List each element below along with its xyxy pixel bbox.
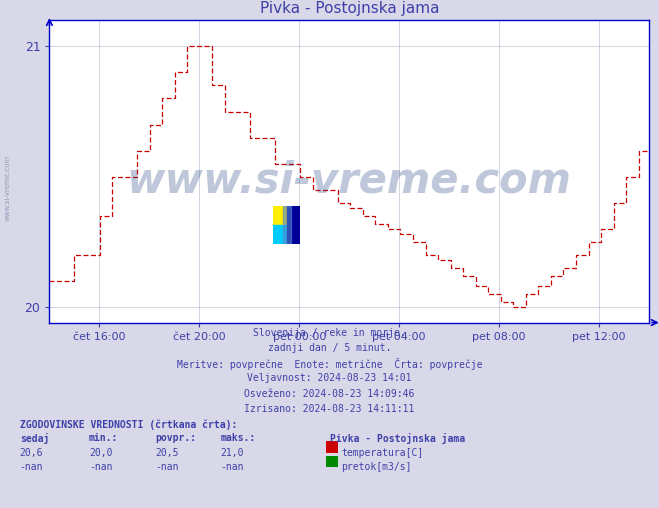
Text: zadnji dan / 5 minut.: zadnji dan / 5 minut. — [268, 343, 391, 353]
Text: www.si-vreme.com: www.si-vreme.com — [127, 160, 572, 202]
Text: povpr.:: povpr.: — [155, 433, 196, 443]
Text: Meritve: povprečne  Enote: metrične  Črta: povprečje: Meritve: povprečne Enote: metrične Črta:… — [177, 358, 482, 370]
Text: -nan: -nan — [221, 462, 244, 472]
Bar — [273, 225, 287, 244]
Text: 21,0: 21,0 — [221, 448, 244, 458]
Text: 20,0: 20,0 — [89, 448, 113, 458]
Polygon shape — [283, 206, 291, 244]
Text: 20,5: 20,5 — [155, 448, 179, 458]
Text: temperatura[C]: temperatura[C] — [341, 448, 424, 458]
Text: pretok[m3/s]: pretok[m3/s] — [341, 462, 412, 472]
Text: Veljavnost: 2024-08-23 14:01: Veljavnost: 2024-08-23 14:01 — [247, 373, 412, 384]
Text: sedaj: sedaj — [20, 433, 49, 444]
Text: -nan: -nan — [89, 462, 113, 472]
Text: Pivka - Postojnska jama: Pivka - Postojnska jama — [330, 433, 465, 444]
Bar — [273, 206, 287, 225]
Text: ZGODOVINSKE VREDNOSTI (črtkana črta):: ZGODOVINSKE VREDNOSTI (črtkana črta): — [20, 419, 237, 430]
Text: -nan: -nan — [155, 462, 179, 472]
Bar — [287, 206, 300, 244]
Text: www.si-vreme.com: www.si-vreme.com — [5, 155, 11, 221]
Text: min.:: min.: — [89, 433, 119, 443]
Title: Pivka - Postojnska jama: Pivka - Postojnska jama — [260, 2, 439, 16]
Text: -nan: -nan — [20, 462, 43, 472]
Text: maks.:: maks.: — [221, 433, 256, 443]
Text: Slovenija / reke in morje.: Slovenija / reke in morje. — [253, 328, 406, 338]
Text: Izrisano: 2024-08-23 14:11:11: Izrisano: 2024-08-23 14:11:11 — [244, 404, 415, 414]
Text: 20,6: 20,6 — [20, 448, 43, 458]
Text: Osveženo: 2024-08-23 14:09:46: Osveženo: 2024-08-23 14:09:46 — [244, 389, 415, 399]
